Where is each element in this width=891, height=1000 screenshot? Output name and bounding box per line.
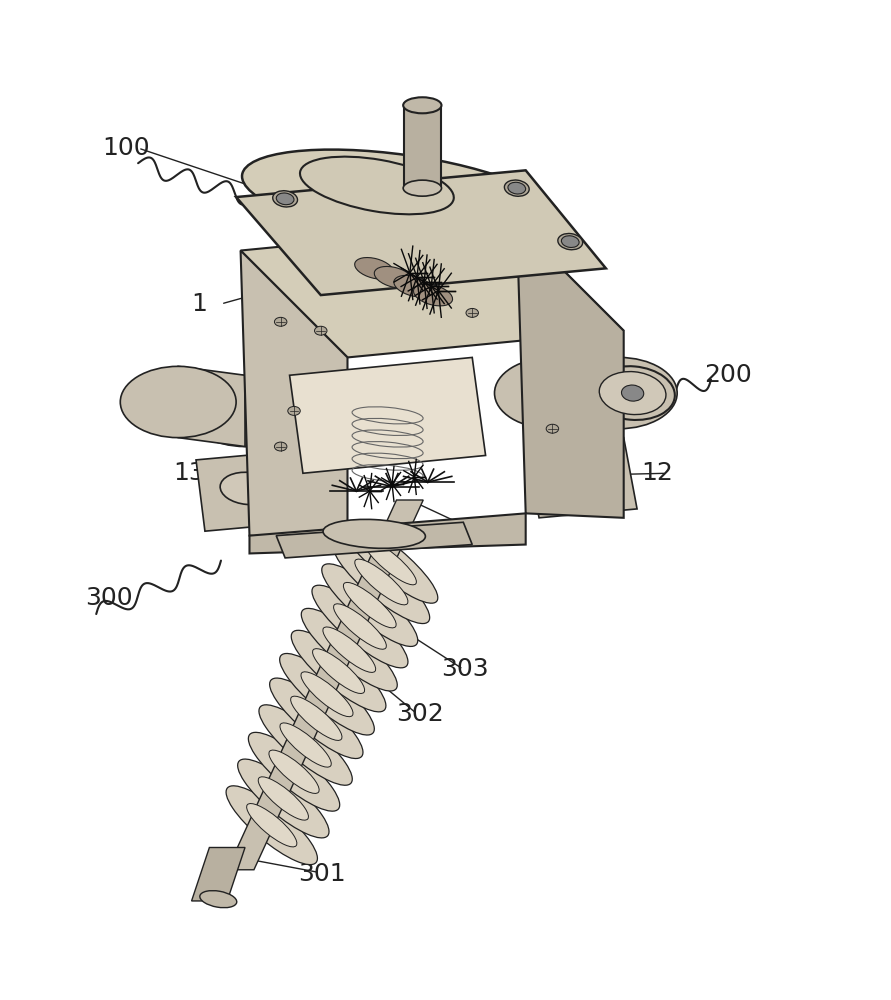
Ellipse shape: [546, 424, 559, 433]
Ellipse shape: [247, 804, 297, 847]
Ellipse shape: [288, 406, 300, 415]
Ellipse shape: [355, 559, 408, 605]
Ellipse shape: [249, 732, 339, 811]
Text: 300: 300: [85, 586, 132, 610]
Ellipse shape: [323, 627, 376, 672]
Ellipse shape: [404, 180, 442, 196]
Ellipse shape: [238, 759, 329, 838]
Polygon shape: [227, 500, 423, 870]
Ellipse shape: [226, 786, 317, 865]
Ellipse shape: [290, 696, 342, 740]
Polygon shape: [196, 451, 303, 531]
Ellipse shape: [504, 180, 529, 196]
Ellipse shape: [242, 150, 560, 245]
Ellipse shape: [280, 723, 331, 767]
Ellipse shape: [274, 442, 287, 451]
Polygon shape: [552, 357, 619, 429]
Ellipse shape: [322, 564, 418, 646]
Ellipse shape: [355, 258, 394, 279]
Text: 100: 100: [102, 136, 150, 160]
Ellipse shape: [495, 357, 610, 429]
Text: 13: 13: [174, 461, 206, 485]
Ellipse shape: [600, 372, 666, 415]
Polygon shape: [290, 357, 486, 473]
Polygon shape: [178, 366, 245, 447]
Polygon shape: [517, 224, 624, 518]
Ellipse shape: [274, 317, 287, 326]
Ellipse shape: [622, 385, 643, 401]
Ellipse shape: [561, 357, 677, 429]
Ellipse shape: [333, 604, 387, 649]
Ellipse shape: [313, 649, 364, 693]
Polygon shape: [192, 847, 245, 901]
Ellipse shape: [490, 272, 508, 283]
Ellipse shape: [269, 750, 319, 793]
Ellipse shape: [508, 182, 526, 194]
Ellipse shape: [291, 630, 386, 712]
Text: 302: 302: [396, 702, 445, 726]
Ellipse shape: [413, 284, 453, 306]
Ellipse shape: [276, 193, 294, 205]
Ellipse shape: [187, 375, 303, 447]
Ellipse shape: [404, 97, 442, 113]
Ellipse shape: [249, 290, 267, 300]
Ellipse shape: [558, 233, 583, 250]
Ellipse shape: [120, 366, 236, 438]
Ellipse shape: [374, 266, 413, 288]
Text: 1: 1: [192, 292, 208, 316]
Ellipse shape: [364, 540, 416, 585]
Text: 12: 12: [642, 461, 674, 485]
Polygon shape: [526, 438, 637, 518]
Ellipse shape: [312, 585, 408, 668]
Ellipse shape: [273, 191, 298, 207]
Polygon shape: [241, 224, 624, 357]
Text: 303: 303: [441, 657, 488, 681]
Ellipse shape: [301, 672, 353, 717]
Text: 200: 200: [704, 363, 752, 387]
Ellipse shape: [270, 678, 363, 759]
Ellipse shape: [300, 157, 454, 214]
Ellipse shape: [258, 777, 308, 820]
Ellipse shape: [323, 519, 425, 548]
Ellipse shape: [280, 653, 374, 735]
Ellipse shape: [343, 522, 437, 603]
Ellipse shape: [343, 582, 396, 628]
Ellipse shape: [561, 236, 579, 247]
Ellipse shape: [315, 326, 327, 335]
Text: 301: 301: [298, 862, 346, 886]
Ellipse shape: [333, 540, 429, 624]
Ellipse shape: [301, 608, 397, 691]
Polygon shape: [236, 170, 606, 295]
Polygon shape: [249, 513, 526, 553]
Ellipse shape: [259, 705, 352, 785]
Ellipse shape: [466, 308, 478, 317]
Ellipse shape: [591, 366, 674, 420]
Text: 11: 11: [454, 519, 486, 543]
Ellipse shape: [394, 275, 433, 297]
Ellipse shape: [200, 891, 237, 908]
Polygon shape: [276, 522, 472, 558]
Ellipse shape: [551, 456, 608, 490]
Polygon shape: [404, 108, 441, 188]
Ellipse shape: [220, 472, 275, 505]
Polygon shape: [241, 251, 347, 545]
